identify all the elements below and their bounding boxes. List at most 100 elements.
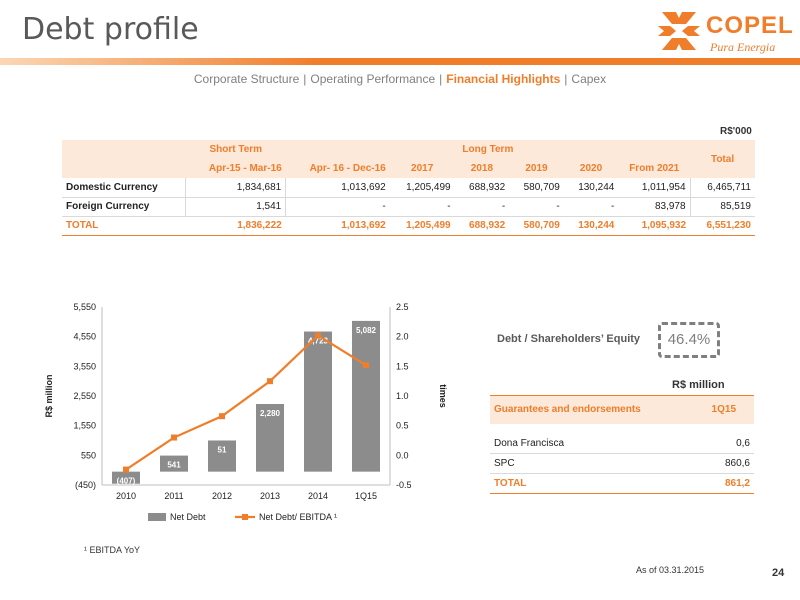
bar-data-label: 541 [167,461,181,470]
table-cell: 580,709 [509,178,564,198]
table-cell: - [389,197,455,217]
bar-2011 [160,455,188,472]
guarantees-table: Guarantees and endorsements 1Q15 Dona Fr… [490,395,754,494]
table-cell: 1,013,692 [285,215,390,236]
table-cell: 860,6 [707,453,754,474]
ratio-label: Debt / Shareholders’ Equity [497,333,641,345]
legend-label-net-debt-ebitda: Net Debt/ EBITDA ¹ [259,512,337,522]
y2-tick-label: 0.5 [396,421,409,431]
legend-swatch-marker [242,514,248,520]
bar-data-label: 5,082 [356,326,377,335]
y2-tick-label: 0.0 [396,450,409,460]
bar-2010 [112,471,140,484]
section-nav: Corporate Structure | Operating Performanc… [0,72,800,86]
copel-logo: COPEL Pura Energia [656,6,796,62]
header-divider [0,58,800,65]
column-header: 2017 [389,159,455,178]
copel-logo-icon [658,12,700,50]
table-cell: - [563,197,619,217]
y-tick-label: 550 [81,450,96,460]
guarantees-header: Guarantees and endorsements [490,395,708,424]
x-tick-label: 2012 [212,491,232,501]
total-header: Total [690,140,755,178]
y-tick-label: 3,550 [73,361,96,371]
nav-corporate-structure[interactable]: Corporate Structure [193,72,300,86]
bar-2014 [304,331,332,472]
table-cell: 861,2 [707,473,754,494]
row-label: TOTAL [62,215,186,236]
line-point-2011 [171,434,177,441]
table-cell: 580,709 [509,215,564,236]
y2-tick-label: -0.5 [396,480,412,490]
x-tick-label: 2013 [260,491,280,501]
y2-tick-label: 1.5 [396,361,409,371]
table-cell: 688,932 [454,215,510,236]
x-tick-label: 2014 [308,491,328,501]
y-tick-label: 1,550 [73,421,96,431]
column-header: 2019 [509,159,564,178]
net-debt-chart: 5,550 4,550 3,550 2,550 1,550 550 (450) 2.5 2.0 1… [44,302,448,522]
table-cell: 1,013,692 [285,178,390,198]
legend-swatch-net-debt [148,513,166,521]
line-point-2014 [315,332,321,339]
line-point-2012 [219,413,225,420]
table-cell: 1,095,932 [618,215,691,236]
y-tick-label: 5,550 [73,302,96,312]
table-cell: 1,836,222 [185,215,286,236]
row-total: 85,519 [689,197,755,217]
column-header: Apr-15 - Mar-16 [185,159,286,178]
as-of-date: As of 03.31.2015 [636,565,705,575]
x-tick-label: 2010 [116,491,136,501]
bar-data-label: 51 [218,445,227,454]
table-row: SPC 860,6 [490,453,754,474]
nav-separator: | [303,72,307,86]
y2-axis-title: times [438,384,448,408]
bar-2012 [208,440,236,472]
table-corner [62,140,186,159]
table-cell: - [454,197,510,217]
x-tick-label: 2011 [164,491,183,501]
y2-tick-label: 1.0 [396,391,409,401]
table-cell: 0,6 [707,433,754,454]
y2-tick-label: 2.0 [396,332,409,342]
column-header: From 2021 [618,159,691,178]
row-label: Dona Francisca [490,433,708,454]
table-row: Dona Francisca 0,6 [490,433,754,454]
table-cell: 1,205,499 [389,178,455,198]
column-header: 2020 [563,159,619,178]
logo-tagline: Pura Energia [710,40,776,54]
table-total-row: TOTAL 1,836,222 1,013,692 1,205,499 688,… [62,215,755,236]
row-total: 6,551,230 [690,215,755,236]
ratio-value: 46.4% [658,322,720,358]
bar-1Q15 [352,320,380,472]
table-row: Foreign Currency 1,541 - - - - - 83,978 … [62,197,755,217]
y-tick-label: 2,550 [73,391,96,401]
y2-tick-label: 2.5 [396,302,409,312]
row-total: 6,465,711 [689,178,755,198]
nav-capex[interactable]: Capex [571,72,607,86]
bar-2013 [256,404,284,472]
footnote: ¹ EBITDA YoY [84,545,141,555]
line-point-2013 [267,378,273,385]
row-label: Domestic Currency [62,178,186,198]
column-header: 2018 [454,159,510,178]
y-tick-label: (450) [75,480,96,490]
nav-financial-highlights[interactable]: Financial Highlights [446,72,561,86]
row-label: SPC [490,453,708,474]
line-point-1Q15 [363,362,369,369]
y-axis-title: R$ million [44,374,54,417]
debt-table-unit: R$'000 [720,126,752,137]
guarantees-period: 1Q15 [707,395,754,424]
table-cell: 83,978 [618,197,691,217]
table-cell: 1,834,681 [185,178,286,198]
legend-label-net-debt: Net Debt [170,512,206,522]
table-cell: 130,244 [563,215,619,236]
nav-operating-performance[interactable]: Operating Performance [310,72,436,86]
page-number: 24 [772,567,785,579]
short-term-header: Short Term [185,140,286,159]
long-term-header: Long Term [285,140,691,159]
nav-separator: | [439,72,443,86]
logo-name: COPEL [706,12,794,39]
table-row: Domestic Currency 1,834,681 1,013,692 1,… [62,178,755,198]
nav-separator: | [564,72,568,86]
